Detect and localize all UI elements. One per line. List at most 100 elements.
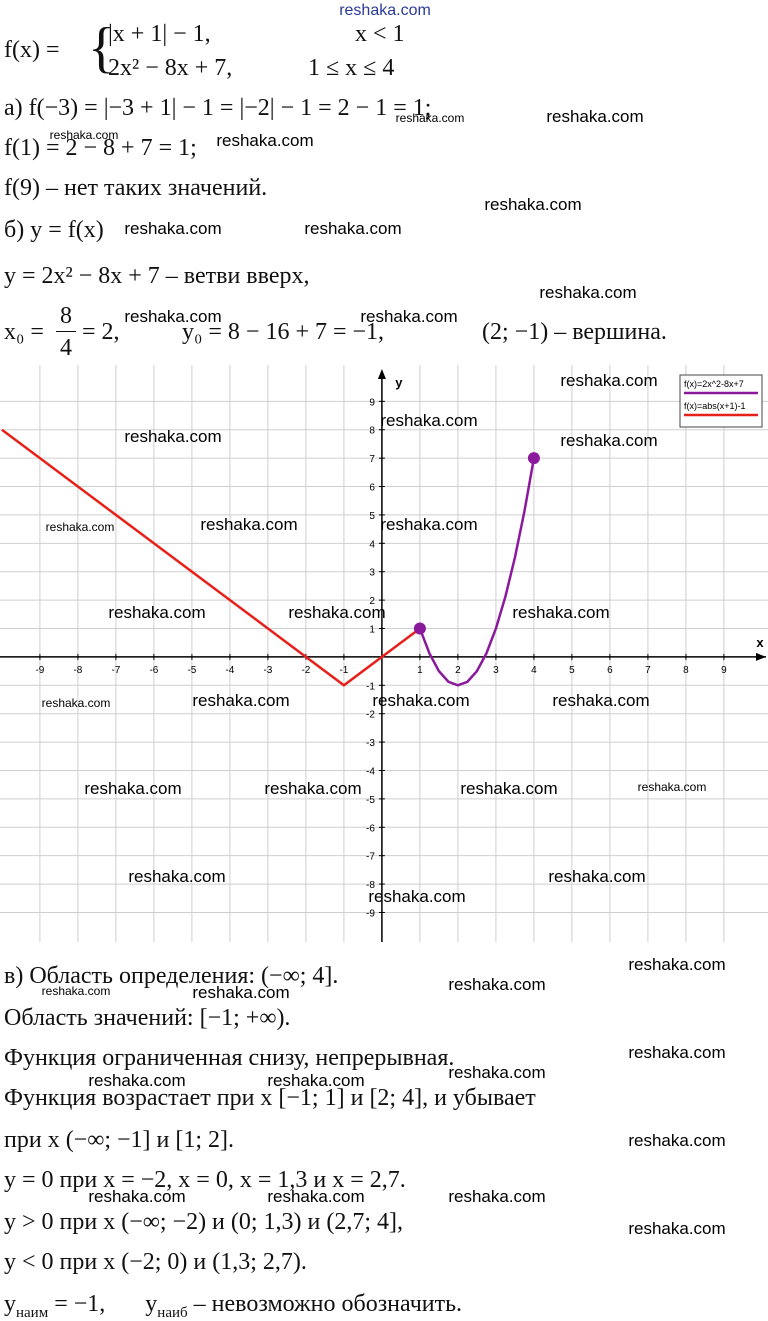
watermark: reshaka.com <box>546 107 644 126</box>
case-cond: 1 ≤ x ≤ 4 <box>308 55 395 81</box>
watermark: reshaka.com <box>372 691 470 710</box>
text-line: y < 0 при x (−2; 0) и (1,3; 2,7). <box>4 1249 307 1275</box>
watermark: reshaka.com <box>49 128 119 142</box>
graph: -9 -8 -7 -6 -5 -4 -3 -2 -1 1 2 3 4 5 6 7 8 9 -9 -8 -7 -6 -5 -4 -… <box>0 365 768 942</box>
watermark: reshaka.com <box>45 520 115 534</box>
x-tick-label: 8 <box>683 665 689 676</box>
legend-label: f(x)=abs(x+1)-1 <box>684 401 746 411</box>
watermark: reshaka.com <box>216 131 314 150</box>
text-line: в) Область определения: (−∞; 4]. <box>4 963 339 989</box>
x-tick-label: -4 <box>225 665 234 676</box>
x-axis-label: x <box>756 635 764 650</box>
watermark: reshaka.com <box>108 603 206 622</box>
watermark: reshaka.com <box>628 1043 726 1062</box>
definition-lhs: f(x) = <box>4 37 60 63</box>
text: = −1, <box>54 1291 106 1317</box>
x-tick-label: 7 <box>645 665 651 676</box>
x-tick-label: -6 <box>149 665 158 676</box>
line-series <box>1 428 421 687</box>
watermark: reshaka.com <box>380 411 478 430</box>
watermark: reshaka.com <box>628 1219 726 1238</box>
watermark: reshaka.com <box>267 1187 365 1206</box>
x-tick-label: -3 <box>263 665 272 676</box>
watermark: reshaka.com <box>560 431 658 450</box>
watermark: reshaka.com <box>41 696 111 710</box>
y-arrow <box>377 369 386 379</box>
watermark: reshaka.com <box>395 111 465 125</box>
x-tick-label: -5 <box>187 665 196 676</box>
text-line: Область значений: [−1; +∞). <box>4 1005 291 1031</box>
y-tick-label: 1 <box>369 625 375 636</box>
fraction-den: 4 <box>60 335 72 361</box>
watermark: reshaka.com <box>304 219 402 238</box>
x-tick-label: -2 <box>301 665 310 676</box>
watermark: reshaka.com <box>124 219 222 238</box>
watermark: reshaka.com <box>637 780 707 794</box>
watermark: reshaka.com <box>448 975 546 994</box>
watermark: reshaka.com <box>88 1187 186 1206</box>
y-tick-label: -5 <box>366 795 375 806</box>
text-line: б) y = f(x) <box>4 217 104 243</box>
x-tick-label: -7 <box>111 665 120 676</box>
fraction-num: 8 <box>60 303 72 329</box>
watermark: reshaka.com <box>192 691 290 710</box>
y-tick-label: -7 <box>366 852 375 863</box>
watermark: reshaka.com <box>628 955 726 974</box>
y-axis-label: y <box>395 375 403 390</box>
text-line: при x (−∞; −1] и [1; 2]. <box>4 1127 235 1153</box>
x-tick-label: 6 <box>607 665 613 676</box>
x-tick-label: -1 <box>339 665 348 676</box>
brace: { <box>88 17 115 79</box>
y-max-sub: наиб <box>157 1304 188 1321</box>
x-tick-label: 9 <box>721 665 727 676</box>
x-tick-label: 5 <box>569 665 575 676</box>
y-min: y <box>4 1291 16 1317</box>
point <box>527 452 540 465</box>
y-tick-label: 3 <box>369 568 375 579</box>
case-expr: |x + 1| − 1, <box>108 21 211 47</box>
watermark: reshaka.com <box>360 307 458 326</box>
watermark: reshaka.com <box>448 1187 546 1206</box>
text-line: а) f(−3) = |−3 + 1| − 1 = |−2| − 1 = 2 −… <box>4 95 432 121</box>
y-tick-label: 5 <box>369 511 375 522</box>
line-series <box>418 457 536 687</box>
x-tick-label: 4 <box>531 665 537 676</box>
y-tick-label: 9 <box>369 397 375 408</box>
watermark: reshaka.com <box>368 887 466 906</box>
x-tick-label: -9 <box>35 665 44 676</box>
text-line: f(9) – нет таких значений. <box>4 175 268 201</box>
y-max: y <box>145 1291 158 1317</box>
x-tick-label: 3 <box>493 665 499 676</box>
text-line: f(1) = 2 − 8 + 7 = 1; <box>4 135 197 161</box>
watermark: reshaka.com <box>128 867 226 886</box>
y-tick-label: -3 <box>366 738 375 749</box>
text-line: y = 0 при x = −2, x = 0, x = 1,3 и x = 2… <box>4 1167 406 1193</box>
watermark: reshaka.com <box>288 603 386 622</box>
y-tick-label: 7 <box>369 454 375 465</box>
watermark: reshaka.com <box>380 515 478 534</box>
watermark: reshaka.com <box>512 603 610 622</box>
vertex-x0: x₀ = <box>4 319 44 345</box>
watermark: reshaka.com <box>192 983 290 1002</box>
watermark: reshaka.com <box>84 779 182 798</box>
watermark: reshaka.com <box>484 195 582 214</box>
y-min-sub: наим <box>16 1304 49 1321</box>
y-tick-label: 2 <box>369 596 375 607</box>
point <box>413 622 426 635</box>
watermark: reshaka.com <box>460 779 558 798</box>
legend-label: f(x)=2x^2-8x+7 <box>684 379 744 389</box>
legend-box <box>679 374 763 428</box>
watermark: reshaka.com <box>200 515 298 534</box>
last-line: yнаим = −1, yнаиб – невозможно обозначить… <box>4 1292 462 1321</box>
text: – невозможно обозначить. <box>193 1291 463 1317</box>
watermark: reshaka.com <box>448 1063 546 1082</box>
watermark: reshaka.com <box>628 1131 726 1150</box>
y-tick-label: 8 <box>369 426 375 437</box>
y-tick-label: -6 <box>366 823 375 834</box>
vertex-point: (2; −1) – вершина. <box>482 319 667 345</box>
x-tick-label: 1 <box>417 665 423 676</box>
watermark: reshaka.com <box>267 1071 365 1090</box>
watermark: reshaka.com <box>41 984 111 998</box>
case-cond: x < 1 <box>355 21 405 47</box>
vertex-y0: y₀ = 8 − 16 + 7 = −1, <box>182 319 385 345</box>
